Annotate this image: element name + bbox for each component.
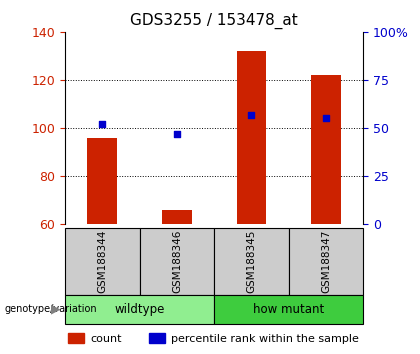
Text: GSM188344: GSM188344	[97, 229, 108, 293]
Bar	[289, 228, 363, 295]
Point	[323, 115, 329, 121]
Bar	[162, 210, 192, 224]
Bar	[214, 228, 289, 295]
Bar	[149, 333, 165, 343]
Text: ▶: ▶	[51, 303, 61, 316]
Title: GDS3255 / 153478_at: GDS3255 / 153478_at	[130, 13, 298, 29]
Bar	[214, 295, 363, 324]
Bar	[68, 333, 84, 343]
Text: genotype/variation: genotype/variation	[4, 304, 97, 314]
Text: wildtype: wildtype	[115, 303, 165, 316]
Point	[248, 112, 255, 117]
Bar	[236, 51, 266, 224]
Text: how mutant: how mutant	[253, 303, 324, 316]
Bar	[65, 295, 214, 324]
Bar	[311, 75, 341, 224]
Text: GSM188346: GSM188346	[172, 229, 182, 293]
Bar	[87, 138, 117, 224]
Text: GSM188347: GSM188347	[321, 229, 331, 293]
Text: GSM188345: GSM188345	[247, 229, 257, 293]
Bar	[139, 228, 214, 295]
Point	[99, 121, 106, 127]
Point	[173, 131, 180, 137]
Text: count: count	[90, 334, 122, 344]
Text: percentile rank within the sample: percentile rank within the sample	[171, 334, 359, 344]
Bar	[65, 228, 139, 295]
